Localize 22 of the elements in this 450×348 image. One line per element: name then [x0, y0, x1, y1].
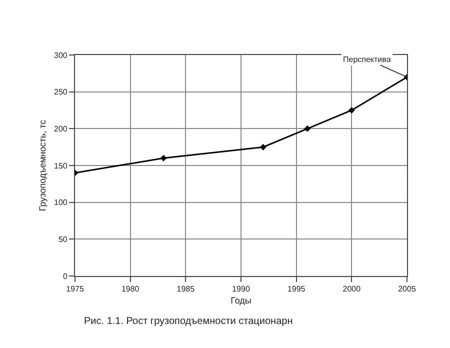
x-tick-label: 1985: [176, 284, 196, 294]
x-tick-label: 1975: [66, 284, 84, 294]
y-tick-label: 150: [54, 161, 68, 170]
point: [160, 154, 167, 162]
y-tick-label: 200: [54, 124, 68, 134]
point: [304, 125, 311, 132]
y-tick-label: 50: [58, 234, 68, 244]
point: [348, 107, 355, 114]
x-axis-title: Годы: [230, 295, 252, 306]
y-tick-label: 250: [54, 88, 68, 97]
x-tick-label: 2000: [342, 284, 362, 294]
y-tick-label: 100: [54, 198, 68, 208]
x-tick-label: 1990: [232, 284, 250, 294]
y-tick-label: 300: [54, 50, 68, 60]
text: Рис. 1.1. Рост грузоподъемности стационарн: [84, 316, 293, 327]
y-tick-label: 0: [62, 272, 68, 281]
x-tick-label: 2005: [398, 284, 416, 294]
x-tick-label: 1980: [121, 284, 140, 294]
point: [260, 144, 266, 150]
annotation: Перспектива: [343, 55, 392, 64]
x-tick-label: 1995: [287, 284, 306, 294]
y-axis-title: Грузоподъемность, тс: [37, 119, 48, 212]
